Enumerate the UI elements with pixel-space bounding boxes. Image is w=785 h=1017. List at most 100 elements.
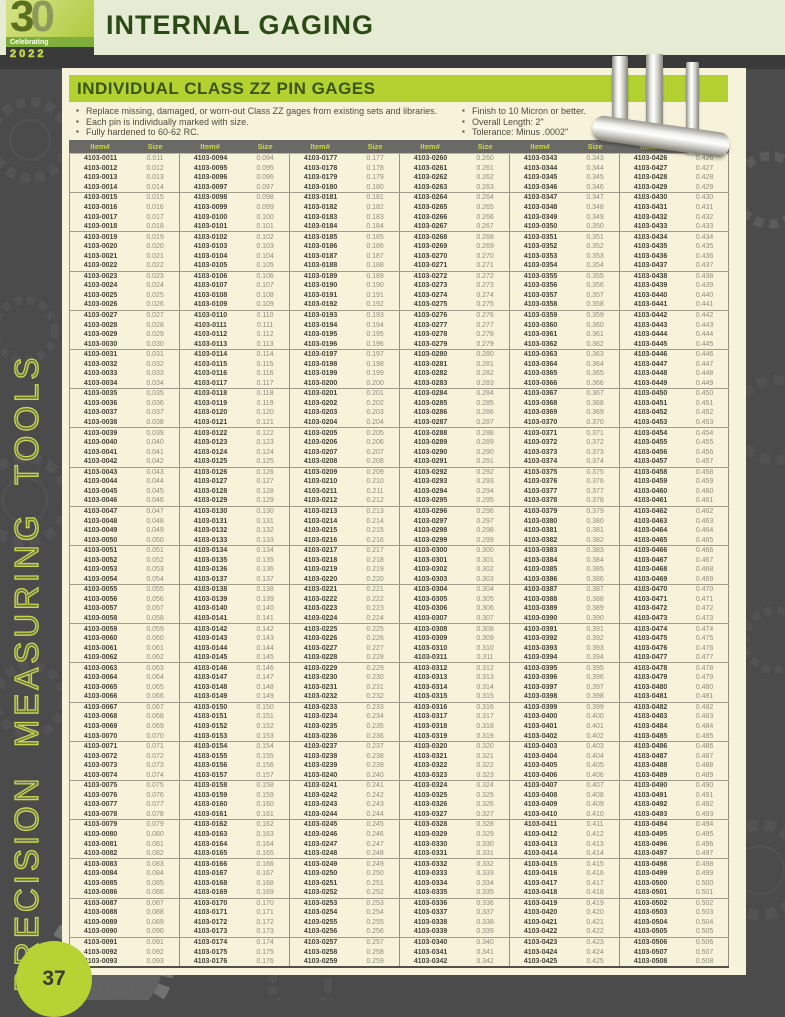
item-number-cell: 4103-0188 (289, 261, 351, 271)
size-cell: 0.412 (586, 831, 604, 838)
size-cell: 0.445 (681, 339, 729, 349)
item-number-cell: 4103-0487 (619, 751, 681, 761)
size-cell: 0.070 (146, 732, 164, 740)
size-cell: 0.199 (366, 370, 384, 378)
item-number-cell: 4103-0072 (69, 751, 131, 761)
size-cell: 0.416 (586, 870, 604, 878)
size-cell: 0.236 (366, 732, 384, 740)
column-header-item: Item# (200, 142, 220, 151)
size-cell: 0.301 (476, 556, 494, 564)
column-header-size: Size (147, 142, 163, 151)
size-cell: 0.362 (586, 340, 604, 348)
item-number-cell: 4103-0179 (289, 173, 351, 183)
item-number-cell: 4103-0351 (509, 232, 571, 242)
item-number-cell: 4103-0346 (509, 182, 571, 193)
size-cell: 0.456 (681, 447, 729, 457)
item-number-cell: 4103-0344 (509, 163, 571, 174)
item-number-cell: 4103-0461 (619, 496, 681, 506)
item-number-cell: 4103-0341 (399, 947, 461, 957)
item-number-cell: 4103-0419 (509, 898, 571, 909)
size-cell: 0.243 (366, 801, 384, 809)
size-cell: 0.036 (146, 399, 164, 407)
item-number-cell: 4103-0431 (619, 202, 681, 213)
size-cell: 0.252 (366, 889, 384, 897)
item-number-cell: 4103-0071 (69, 741, 131, 752)
item-number-cell: 4103-0011 (69, 154, 131, 164)
item-number-cell: 4103-0100 (179, 212, 241, 222)
item-number-cell: 4103-0046 (69, 496, 131, 506)
size-cell: 0.482 (681, 702, 729, 713)
size-cell: 0.092 (146, 948, 164, 956)
size-cell: 0.208 (366, 458, 384, 466)
item-number-cell: 4103-0278 (399, 329, 461, 340)
item-number-cell: 4103-0313 (399, 672, 461, 683)
item-number-cell: 4103-0338 (399, 917, 461, 928)
size-cell: 0.382 (586, 536, 604, 544)
size-cell: 0.087 (146, 899, 164, 907)
item-number-cell: 4103-0110 (179, 310, 241, 321)
column-header-item: Item# (420, 142, 440, 151)
item-number-cell: 4103-0358 (509, 300, 571, 310)
item-number-cell: 4103-0306 (399, 604, 461, 614)
item-number-cell: 4103-0227 (289, 643, 351, 653)
size-cell: 0.044 (146, 478, 164, 486)
item-number-cell: 4103-0310 (399, 643, 461, 653)
item-number-cell: 4103-0467 (619, 555, 681, 565)
item-number-cell: 4103-0348 (509, 202, 571, 213)
size-cell: 0.496 (681, 839, 729, 849)
item-number-cell: 4103-0045 (69, 486, 131, 497)
size-cell: 0.062 (146, 654, 164, 662)
table-row: 4103-0020 0.020 4103-0103 0.103 4103-0186 0.1… (69, 241, 729, 252)
item-number-cell: 4103-0352 (509, 241, 571, 252)
item-number-cell: 4103-0082 (69, 848, 131, 859)
size-cell: 0.434 (681, 232, 729, 242)
size-cell: 0.143 (256, 635, 274, 643)
size-cell: 0.017 (146, 213, 164, 221)
size-cell: 0.486 (681, 741, 729, 752)
item-number-cell: 4103-0284 (399, 389, 461, 399)
bullet-item: ▪ Each pin is individually marked with si… (76, 117, 456, 128)
item-number-cell: 4103-0383 (509, 545, 571, 556)
item-number-cell: 4103-0279 (399, 339, 461, 349)
item-number-cell: 4103-0253 (289, 898, 351, 909)
item-number-cell: 4103-0022 (69, 261, 131, 271)
item-number-cell: 4103-0204 (289, 417, 351, 428)
size-cell: 0.138 (256, 586, 274, 594)
size-cell: 0.506 (681, 937, 729, 948)
item-number-cell: 4103-0215 (289, 525, 351, 536)
item-number-cell: 4103-0336 (399, 898, 461, 909)
bullet-item: ▪ Replace missing, damaged, or worn-out C… (76, 106, 456, 117)
size-cell: 0.043 (146, 468, 164, 476)
item-number-cell: 4103-0332 (399, 859, 461, 869)
item-number-cell: 4103-0089 (69, 917, 131, 928)
item-number-cell: 4103-0183 (289, 212, 351, 222)
item-number-cell: 4103-0234 (289, 712, 351, 722)
item-number-cell: 4103-0160 (179, 800, 241, 810)
table-row: 4103-0023 0.023 4103-0106 0.106 4103-0189 0.1… (69, 271, 729, 282)
size-cell: 0.411 (586, 821, 604, 829)
item-number-cell: 4103-0355 (509, 271, 571, 282)
size-cell: 0.189 (366, 272, 384, 280)
size-cell: 0.443 (681, 320, 729, 330)
size-cell: 0.505 (681, 927, 729, 937)
size-cell: 0.262 (476, 174, 494, 182)
item-number-cell: 4103-0175 (179, 947, 241, 957)
table-row: 4103-0034 0.034 4103-0117 0.117 4103-0200 0.2… (69, 378, 729, 390)
item-number-cell: 4103-0324 (399, 781, 461, 791)
item-number-cell: 4103-0173 (179, 927, 241, 937)
item-number-cell: 4103-0185 (289, 232, 351, 242)
item-number-cell: 4103-0243 (289, 800, 351, 810)
item-number-cell: 4103-0094 (179, 154, 241, 164)
item-number-cell: 4103-0378 (509, 496, 571, 506)
item-number-cell: 4103-0047 (69, 506, 131, 517)
table-row: 4103-0027 0.027 4103-0110 0.110 4103-0193 0.1… (69, 310, 729, 321)
item-number-cell: 4103-0043 (69, 467, 131, 478)
item-number-cell: 4103-0142 (179, 624, 241, 634)
item-number-cell: 4103-0484 (619, 721, 681, 732)
table-row: 4103-0077 0.077 4103-0160 0.160 4103-0243 0.2… (69, 800, 729, 810)
size-cell: 0.269 (476, 243, 494, 251)
item-number-cell: 4103-0076 (69, 790, 131, 801)
item-number-cell: 4103-0322 (399, 760, 461, 771)
item-number-cell: 4103-0099 (179, 202, 241, 213)
size-cell: 0.128 (256, 487, 274, 495)
